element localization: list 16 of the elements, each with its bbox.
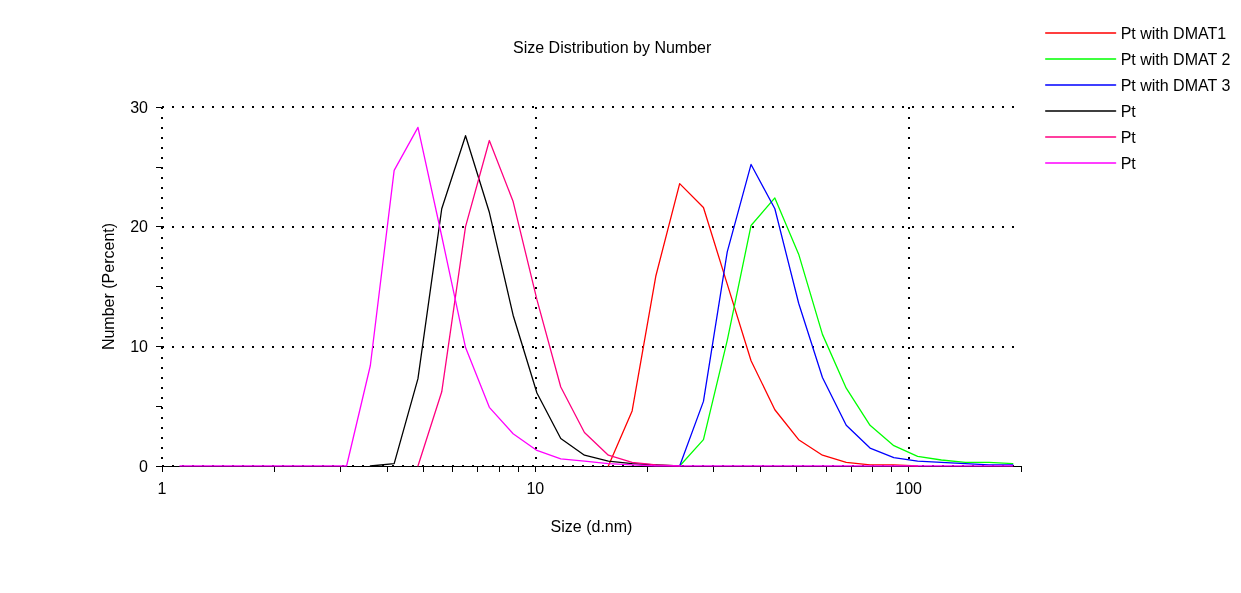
y-tick-label: 10: [130, 337, 149, 355]
legend-label: Pt: [1120, 102, 1137, 120]
y-tick-label: 30: [130, 98, 149, 116]
legend-label: Pt: [1120, 154, 1137, 172]
y-tick-label: 0: [139, 457, 149, 475]
legend-label: Pt with DMAT 3: [1120, 76, 1231, 94]
x-tick-label: 1: [157, 479, 167, 497]
chart-title: Size Distribution by Number: [513, 38, 712, 56]
legend-label: Pt: [1120, 128, 1137, 146]
x-axis-title: Size (d.nm): [550, 517, 633, 535]
x-tick-label: 100: [895, 479, 923, 497]
legend-label: Pt with DMAT1: [1120, 24, 1227, 42]
y-axis-title: Number (Percent): [99, 222, 117, 351]
x-tick-label: 10: [526, 479, 545, 497]
legend-label: Pt with DMAT 2: [1120, 50, 1231, 68]
y-tick-label: 20: [130, 218, 149, 236]
